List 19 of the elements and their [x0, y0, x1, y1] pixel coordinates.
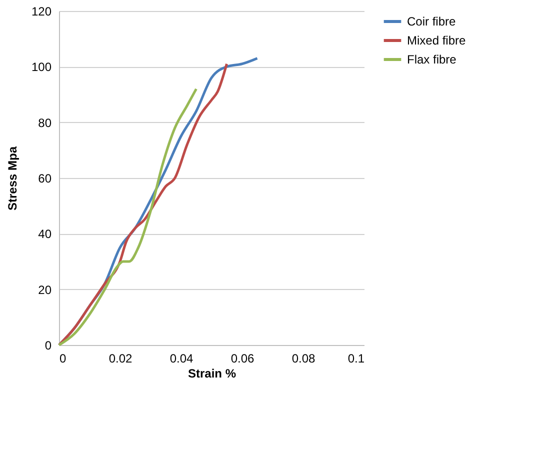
x-tick-label: 0.08 [292, 352, 316, 366]
y-axis-title: Stress Mpa [5, 146, 20, 211]
legend-label: Coir fibre [407, 14, 456, 28]
y-tick-label: 80 [38, 116, 52, 130]
x-tick-label: 0.04 [170, 352, 194, 366]
legend-label: Mixed fibre [407, 34, 466, 48]
x-tick-label: 0.1 [348, 352, 365, 366]
y-tick-label: 20 [38, 282, 52, 297]
y-tick-label: 40 [38, 227, 52, 242]
x-tick-label: 0 [60, 352, 66, 366]
x-tick-label: 0.06 [230, 352, 254, 366]
y-tick-label: 60 [38, 172, 52, 186]
legend-label: Flax fibre [407, 52, 457, 66]
x-tick-label: 0.02 [108, 352, 132, 366]
y-tick-label: 0 [44, 338, 52, 352]
line-series [58, 88, 198, 346]
x-axis-title: Strain % [188, 366, 236, 380]
y-tick-label: 120 [31, 4, 52, 18]
y-tick-label: 100 [31, 60, 52, 74]
